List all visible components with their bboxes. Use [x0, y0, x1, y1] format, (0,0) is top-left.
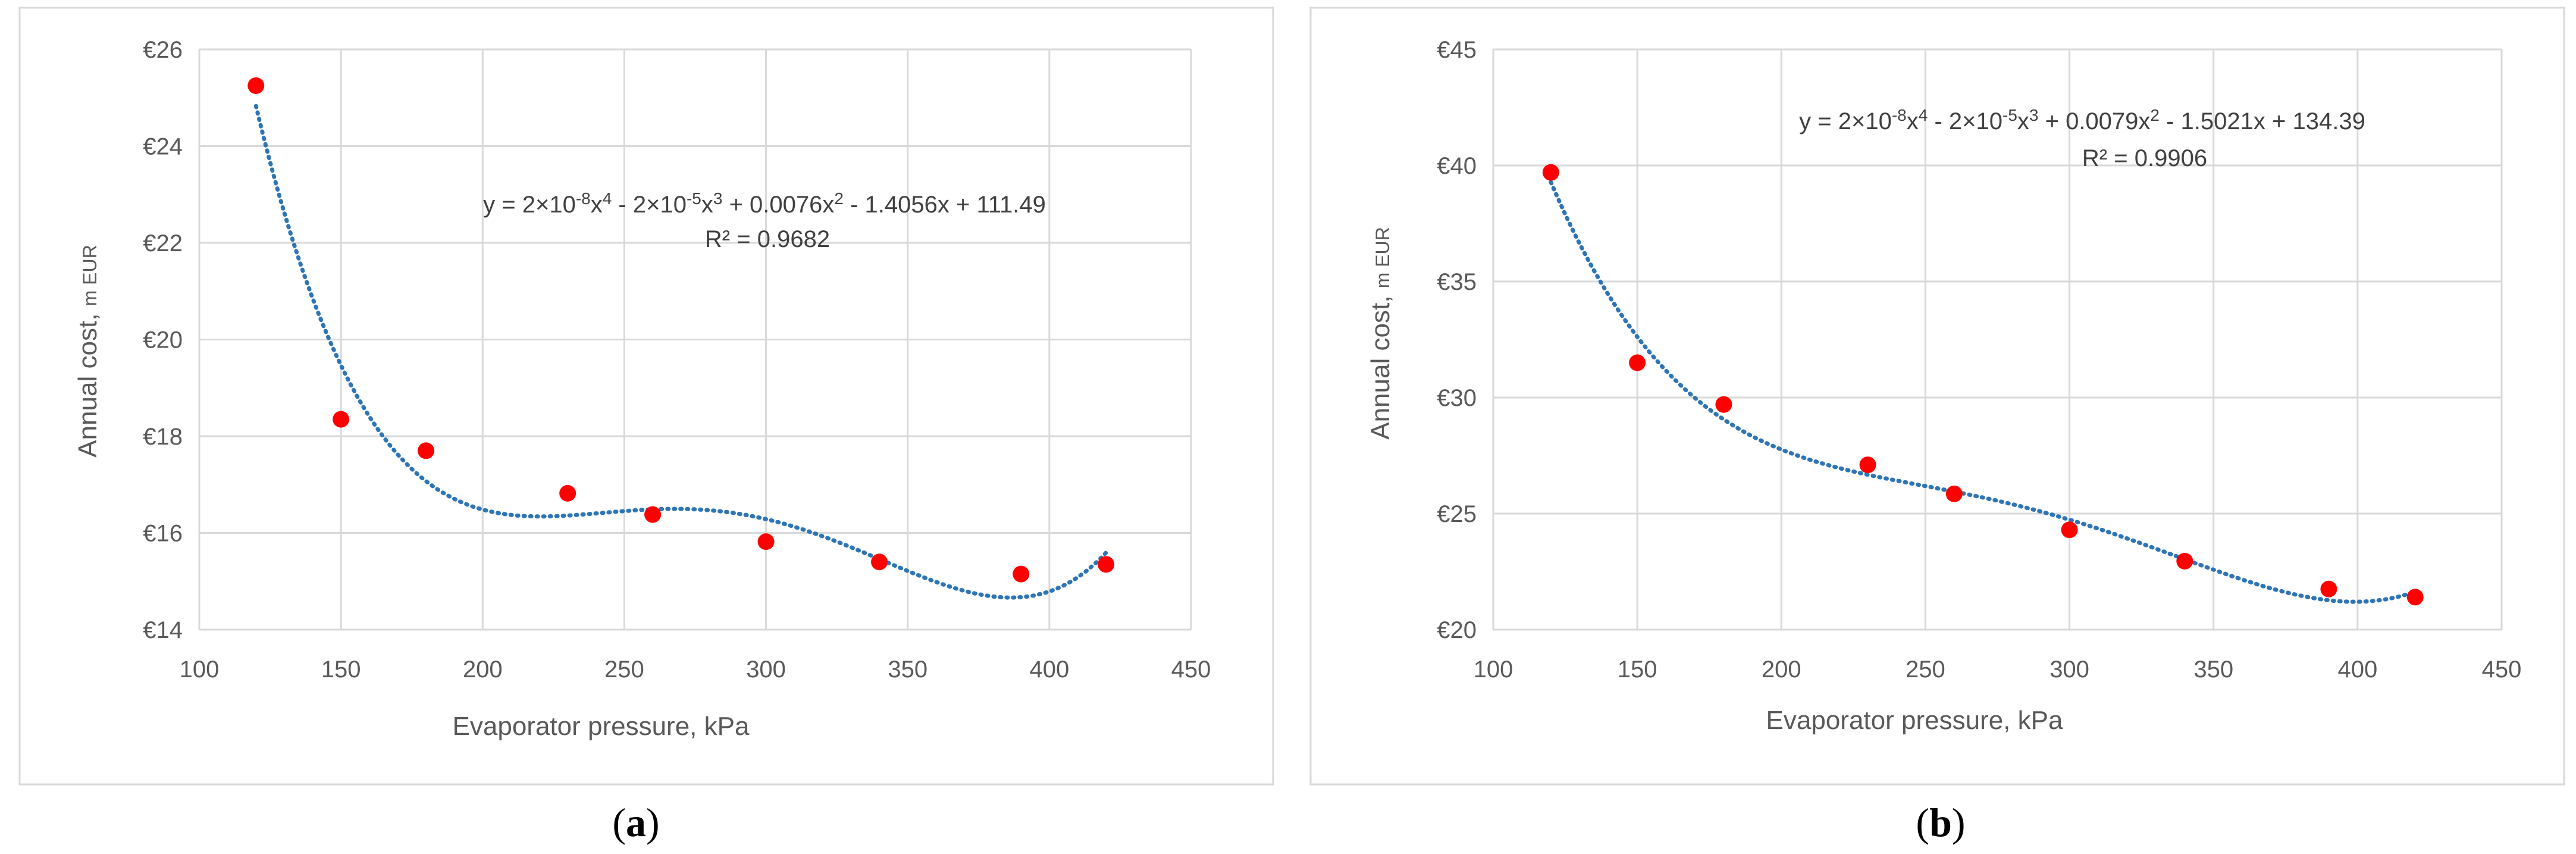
- data-point: [1715, 396, 1732, 413]
- data-point: [2320, 580, 2337, 598]
- x-tick-label: 300: [2049, 656, 2089, 683]
- eq-part: -5: [687, 189, 701, 208]
- x-tick-label: 100: [1474, 656, 1513, 683]
- x-tick-label: 100: [180, 656, 220, 683]
- y-axis-title-unit: m EUR: [79, 245, 101, 306]
- data-point: [2061, 521, 2078, 539]
- eq-part: - 1.4056x + 111.49: [844, 192, 1046, 218]
- data-point: [418, 442, 435, 459]
- data-point: [1629, 354, 1646, 371]
- eq-part: -5: [2002, 106, 2017, 124]
- eq-part: x: [591, 192, 603, 218]
- panel-label-letter: b: [1929, 800, 1952, 845]
- x-tick-label: 350: [2193, 656, 2233, 683]
- eq-part: y = 2×10: [483, 192, 576, 218]
- chart-frame: [1309, 7, 2565, 786]
- data-point: [559, 484, 576, 502]
- panel-label-open: (: [612, 800, 626, 845]
- data-point: [2176, 552, 2193, 570]
- x-tick-label: 200: [463, 656, 503, 683]
- chart-panel-a: 100 150 200 250 300 350 400 450 €14 €16 €18 €20 €22…: [18, 7, 1274, 845]
- eq-part: x: [701, 192, 713, 218]
- eq-part: - 2×10: [612, 192, 687, 218]
- panel-label-close: ): [646, 800, 660, 845]
- data-point: [1098, 556, 1115, 573]
- x-tick-label: 200: [1762, 656, 1801, 683]
- eq-part: x: [1907, 108, 1919, 134]
- y-axis-title: Annual cost, m EUR: [73, 245, 102, 457]
- y-axis-title-unit: m EUR: [1372, 227, 1393, 288]
- y-axis-title-main: Annual cost,: [73, 306, 102, 457]
- eq-part: 2: [2150, 106, 2160, 124]
- data-point: [644, 506, 662, 523]
- x-axis-title: Evaporator pressure, kPa: [1766, 706, 2063, 735]
- data-point: [333, 411, 350, 428]
- data-point: [757, 533, 775, 550]
- y-tick-label: €25: [1437, 501, 1477, 527]
- trendline-r2: R² = 0.9682: [705, 226, 830, 252]
- y-tick-label: €18: [143, 424, 183, 450]
- data-point: [1542, 164, 1559, 181]
- trendline-equation: y = 2×10-8x4 - 2×10-5x3 + 0.0079x2 - 1.5…: [1799, 106, 2365, 134]
- x-tick-label: 300: [746, 656, 786, 683]
- y-tick-label: €20: [143, 327, 183, 354]
- trendline-equation: y = 2×10-8x4 - 2×10-5x3 + 0.0076x2 - 1.4…: [483, 189, 1046, 218]
- y-tick-label: €16: [143, 521, 183, 547]
- chart-frame: [18, 7, 1274, 786]
- eq-part: 4: [603, 189, 612, 208]
- panel-label: (b): [1916, 800, 1965, 845]
- x-tick-label: 450: [2482, 656, 2522, 683]
- y-tick-label: €40: [1437, 153, 1477, 179]
- eq-part: -8: [576, 189, 591, 208]
- trendline: [253, 104, 1108, 600]
- eq-part: x: [2017, 108, 2029, 134]
- data-point: [1013, 565, 1030, 583]
- y-tick-label: €35: [1437, 269, 1477, 295]
- y-axis-title-main: Annual cost,: [1366, 288, 1395, 439]
- x-tick-label: 250: [1906, 656, 1945, 683]
- data-point: [871, 553, 888, 571]
- y-tick-label: €26: [143, 37, 183, 63]
- eq-part: - 2×10: [1928, 108, 2002, 134]
- x-tick-label: 350: [888, 656, 927, 683]
- x-tick-label: 250: [604, 656, 644, 683]
- y-tick-label: €20: [1437, 617, 1477, 643]
- panel-label-open: (: [1916, 800, 1929, 845]
- eq-part: - 1.5021x + 134.39: [2160, 108, 2365, 134]
- y-axis-title: Annual cost, m EUR: [1366, 227, 1395, 439]
- data-point: [2406, 589, 2424, 606]
- x-tick-label: 450: [1171, 656, 1211, 683]
- eq-part: 2: [834, 189, 844, 208]
- y-tick-label: €22: [143, 230, 183, 256]
- eq-part: + 0.0076x: [722, 192, 834, 218]
- eq-part: 3: [713, 189, 723, 208]
- x-axis-title: Evaporator pressure, kPa: [453, 712, 750, 741]
- panel-label: (a): [612, 800, 659, 845]
- y-tick-label: €30: [1437, 385, 1477, 411]
- panel-label-close: ): [1952, 800, 1966, 845]
- data-point: [1945, 485, 1963, 502]
- x-tick-label: 400: [1029, 656, 1069, 683]
- eq-part: 3: [2029, 106, 2039, 124]
- trendline-r2: R² = 0.9906: [2082, 145, 2207, 171]
- eq-part: -8: [1892, 106, 1907, 124]
- data-point: [1859, 456, 1876, 474]
- x-tick-label: 400: [2337, 656, 2377, 683]
- data-point: [247, 77, 265, 94]
- x-tick-label: 150: [321, 656, 361, 683]
- y-tick-label: €24: [143, 134, 183, 160]
- panel-label-letter: a: [626, 800, 646, 845]
- chart-panel-b: 100 150 200 250 300 350 400 450 €20 €25 €30 €35 €40…: [1309, 7, 2565, 845]
- eq-part: + 0.0079x: [2038, 108, 2150, 134]
- x-tick-label: 150: [1618, 656, 1657, 683]
- eq-part: 4: [1919, 106, 1928, 124]
- eq-part: y = 2×10: [1799, 108, 1892, 134]
- y-tick-label: €45: [1437, 37, 1477, 63]
- trendline: [1549, 180, 2418, 604]
- y-tick-label: €14: [143, 617, 183, 643]
